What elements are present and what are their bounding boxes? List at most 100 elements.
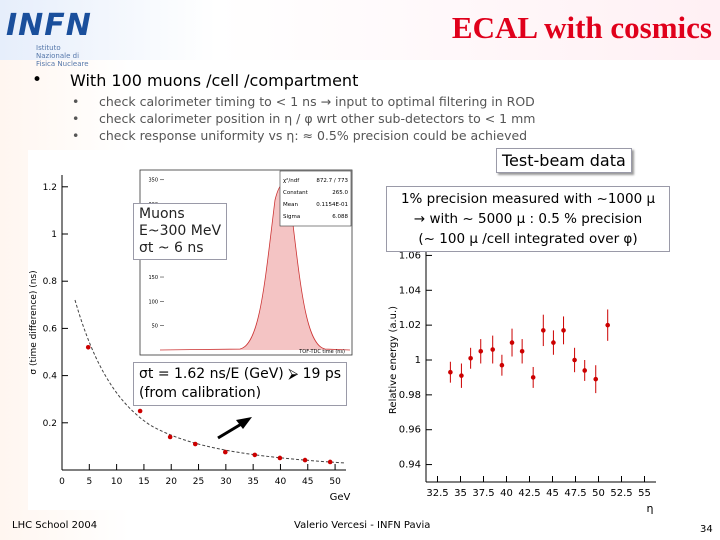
x-tick-label: 55 — [638, 488, 651, 499]
x-tick-label: 32.5 — [426, 488, 448, 499]
point — [605, 322, 610, 328]
muons-line: E~300 MeV — [139, 223, 222, 239]
point — [561, 328, 566, 333]
inset-stat-value: 6.088 — [332, 214, 348, 220]
point — [223, 449, 228, 455]
point — [459, 373, 464, 378]
x-tick-label: 37.5 — [472, 488, 494, 499]
x-tick-label: 25 — [193, 477, 204, 487]
x-tick-label: 40 — [500, 488, 513, 499]
inset-stat-name: Constant — [283, 190, 309, 196]
badge: Test-beam data — [496, 148, 632, 173]
y-axis-label: Relative energy (a.u.) — [388, 306, 399, 414]
point — [490, 347, 496, 352]
y-tick-label: 0.8 — [43, 277, 58, 287]
point — [593, 376, 599, 382]
point — [137, 408, 143, 414]
sub-bullets: check calorimeter timing to < 1 ns → inp… — [99, 93, 535, 144]
formula-box: σt = 1.62 ns/E (GeV) ⮚ 19 ps (from calib… — [133, 362, 348, 406]
x-tick-label: 45 — [546, 488, 559, 499]
y-tick-label: 1 — [415, 355, 421, 366]
y-tick-label: 1.02 — [399, 320, 421, 331]
arrow — [217, 421, 244, 440]
y-tick-label: 1 — [51, 230, 57, 240]
point — [85, 344, 91, 350]
y-tick-label: 0.4 — [43, 372, 58, 382]
logo-subtitle: Istituto Nazionale di Fisica Nucleare — [36, 44, 89, 68]
header-band — [0, 0, 720, 60]
point — [277, 455, 283, 461]
point — [252, 452, 258, 458]
inset-y-tick-label: 350 — [148, 178, 158, 184]
x-tick-label: 5 — [86, 477, 92, 487]
x-tick-label: 35 — [454, 488, 467, 499]
formula-line: (from calibration) — [139, 385, 262, 401]
y-axis-label: σ (time difference) (ns) — [29, 270, 39, 374]
note-line: → with ~ 5000 μ : 0.5 % precision — [413, 211, 643, 227]
y-tick-label: 1.04 — [399, 285, 421, 296]
point — [530, 375, 536, 380]
y-tick-label: 0.94 — [399, 460, 421, 471]
x-tick-label: 10 — [111, 477, 123, 487]
muons-line: Muons — [139, 206, 185, 222]
bullet-main: With 100 muons /cell /compartment — [70, 71, 359, 90]
sub-bullet-dots: • • • — [72, 94, 80, 143]
point — [499, 362, 505, 368]
y-tick-label: 1.06 — [399, 250, 421, 261]
y-tick-label: 1.2 — [43, 183, 57, 193]
inset-stat-value: 872.7 / 773 — [316, 178, 348, 184]
inset-stat-value: 0.1154E-01 — [316, 202, 348, 208]
footer-center: Valerio Vercesi - INFN Pavia — [294, 520, 431, 531]
x-tick-label: 50 — [329, 477, 341, 487]
inset-stat-name: χ²/ndf — [283, 177, 300, 184]
x-tick-label: 35 — [247, 477, 258, 487]
footer-left: LHC School 2004 — [12, 520, 98, 531]
y-tick-label: 0.6 — [43, 324, 58, 334]
point — [519, 348, 525, 354]
x-tick-label: 50 — [592, 488, 605, 499]
formula-line: σt = 1.62 ns/E (GeV) ⮚ 19 ps — [139, 366, 342, 382]
point — [167, 434, 173, 440]
point — [302, 457, 308, 463]
x-tick-label: 52.5 — [610, 488, 632, 499]
arrow-head — [236, 417, 252, 429]
inset-stats-box — [279, 170, 352, 227]
sub-bullet: check response uniformity vs η: ≈ 0.5% p… — [99, 128, 528, 143]
inset-stat-name: Sigma — [283, 214, 300, 220]
point — [551, 340, 556, 345]
y-tick-label: 0.96 — [399, 425, 421, 436]
x-tick-label: 47.5 — [564, 488, 586, 499]
y-tick-label: 0.98 — [399, 390, 421, 401]
point — [192, 441, 198, 447]
logo: INFN — [6, 8, 92, 43]
note-box: 1% precision measured with ~1000 μ → wit… — [386, 186, 670, 252]
bullet-dot: • — [32, 70, 43, 90]
inset-y-tick-label: 150 — [148, 275, 158, 281]
point — [509, 340, 515, 345]
inset-y-tick-label: 50 — [152, 324, 158, 330]
x-tick-label: 15 — [138, 477, 149, 487]
y-tick-label: 0.2 — [43, 419, 57, 429]
right-plot-bg — [378, 250, 668, 515]
x-tick-label: 30 — [220, 477, 232, 487]
x-tick-label: 42.5 — [518, 488, 540, 499]
note-line: (~ 100 μ /cell integrated over φ) — [418, 231, 638, 247]
inset-stat-value: 265.0 — [332, 190, 348, 196]
fit-curve — [74, 299, 346, 464]
inset-y-tick-label: 100 — [148, 299, 158, 305]
slide-title: ECAL with cosmics — [451, 10, 712, 45]
x-tick-label: 45 — [302, 477, 313, 487]
muons-box: Muons E~300 MeV σt ~ 6 ns — [133, 203, 228, 260]
muons-line: σt ~ 6 ns — [139, 240, 204, 256]
point — [327, 459, 333, 465]
point — [448, 369, 453, 375]
point — [468, 355, 473, 361]
x-tick-label: 20 — [166, 477, 178, 487]
point — [582, 368, 587, 373]
x-tick-label: 0 — [59, 477, 65, 487]
sub-bullet: check calorimeter timing to < 1 ns → inp… — [99, 94, 535, 109]
note-line: 1% precision measured with ~1000 μ — [400, 191, 656, 207]
x-axis-label: GeV — [330, 492, 351, 503]
